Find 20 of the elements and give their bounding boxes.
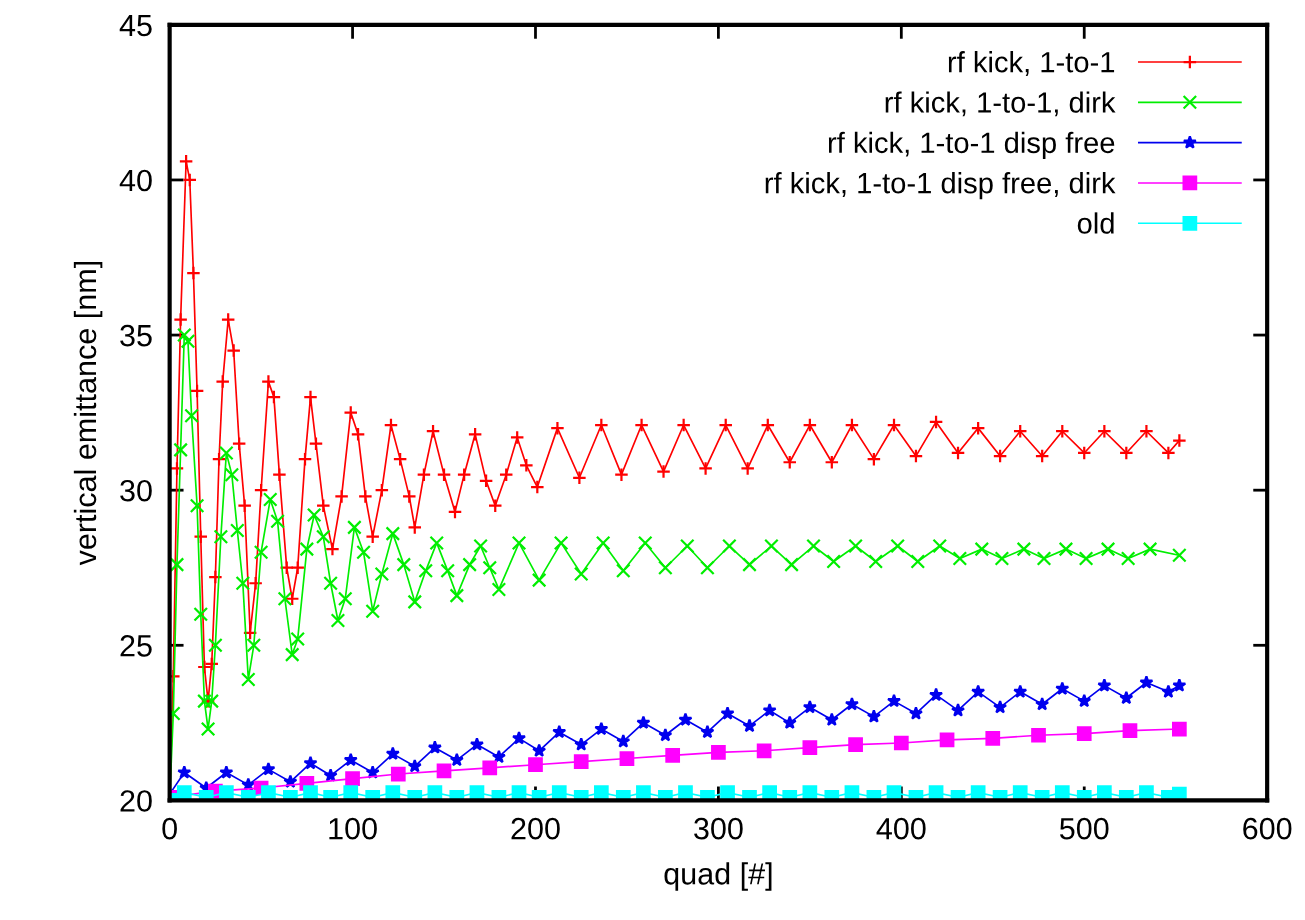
- legend-label: rf kick, 1-to-1: [948, 51, 1115, 76]
- x-tick-label: 100: [329, 817, 377, 840]
- x-tick-label: 300: [694, 817, 743, 840]
- x-axis-title: quad [#]: [664, 862, 772, 891]
- y-tick-label: 20: [120, 790, 152, 812]
- x-tick-label: 0: [162, 817, 177, 840]
- legend-label: rf kick, 1-to-1, dirk: [885, 91, 1116, 117]
- y-axis-title: vertical emittance [nm]: [73, 261, 103, 566]
- x-tick-label: 500: [1059, 817, 1109, 840]
- x-tick-label: 600: [1243, 817, 1292, 840]
- x-tick-label: 400: [876, 817, 926, 840]
- y-tick-label: 35: [120, 324, 152, 347]
- legend-label: rf kick, 1-to-1 disp free, dirk: [765, 172, 1116, 200]
- y-tick-label: 45: [119, 14, 152, 37]
- legend-label: rf kick, 1-to-1 disp free: [828, 131, 1115, 159]
- y-tick-label: 40: [119, 169, 152, 192]
- x-tick-label: 200: [511, 817, 560, 840]
- y-tick-label: 25: [120, 635, 152, 657]
- y-tick-label: 30: [120, 479, 152, 502]
- legend-label: old: [1077, 212, 1114, 234]
